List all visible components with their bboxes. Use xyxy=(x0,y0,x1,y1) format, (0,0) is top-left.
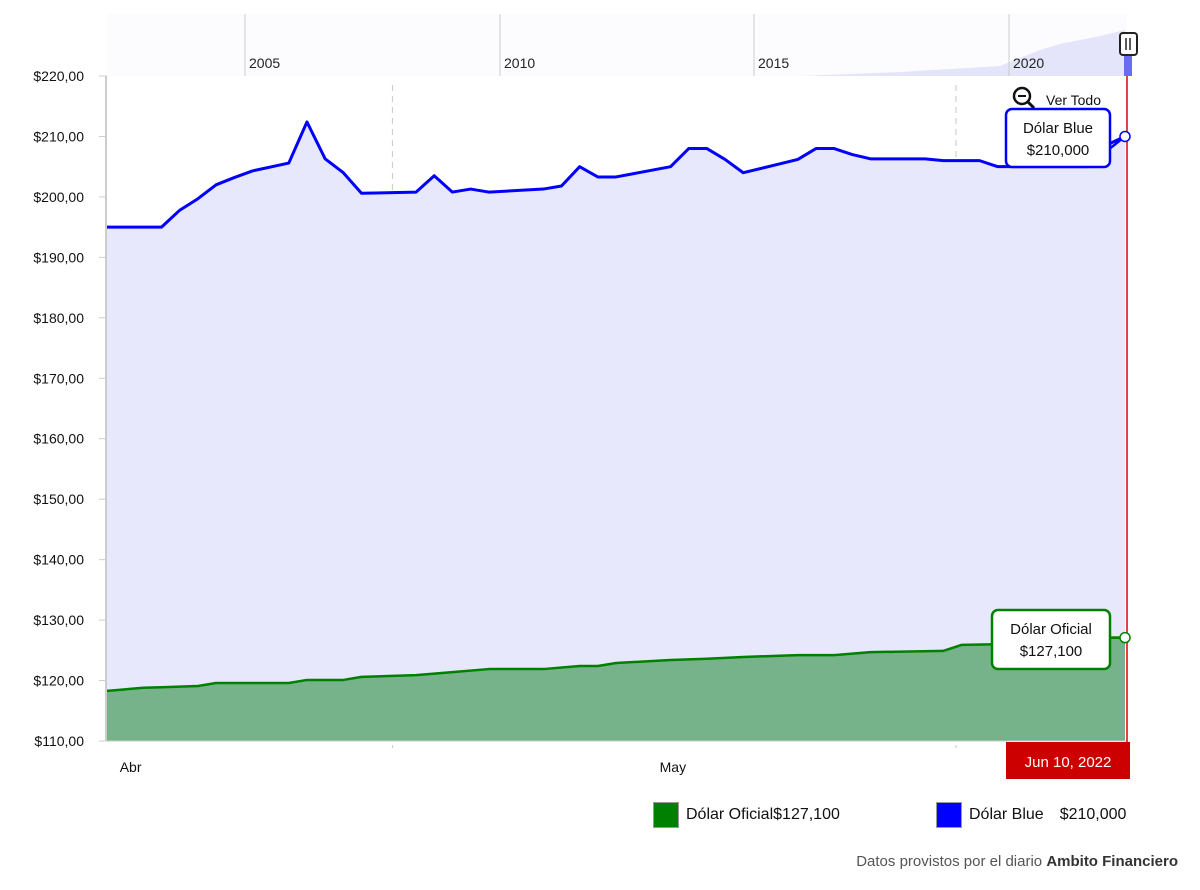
ver-todo-button[interactable]: Ver Todo xyxy=(1046,92,1101,108)
legend-swatch-oficial xyxy=(653,802,679,828)
x-tick-label: May xyxy=(660,759,686,775)
overlay: Jun 10, 2022 Ver Todo Dólar Blue $210,000 Dó… xyxy=(990,76,1131,779)
crosshair-date-box xyxy=(1006,742,1130,779)
zoom-out-icon-handle xyxy=(1026,100,1036,110)
tooltip-value: $127,100 xyxy=(1020,643,1083,660)
y-tick-label: $180,00 xyxy=(33,310,84,326)
y-tick-label: $120,00 xyxy=(33,673,84,689)
legend-item-blue[interactable]: Dólar Blue $210,000 xyxy=(936,802,1126,828)
series-line-d-lar-oficial xyxy=(106,636,1125,693)
navigator-handle[interactable] xyxy=(1119,32,1138,56)
navigator[interactable]: 2005 2010 2015 2020 xyxy=(107,14,1138,76)
tooltip-box xyxy=(990,608,1112,671)
tooltip-series-name: Dólar Blue xyxy=(1023,120,1093,137)
navigator-year-label: 2015 xyxy=(758,55,789,71)
tooltip-value: $210,000 xyxy=(1027,142,1090,159)
navigator-year-label: 2010 xyxy=(504,55,535,71)
y-tick-label: $200,00 xyxy=(33,189,84,205)
tooltip-series-name: Dólar Oficial xyxy=(1010,621,1092,638)
plot-area xyxy=(106,85,1126,748)
credit-source: Ambito Financiero xyxy=(1046,853,1178,870)
series-area-d-lar-oficial xyxy=(107,637,1125,741)
series-area-d-lar-blue xyxy=(107,121,1125,742)
y-axis: $220,00 $210,00 $200,00 $190,00 $180,00 $170,… xyxy=(33,68,107,749)
navigator-background[interactable] xyxy=(107,14,1127,76)
legend-value: $210,000 xyxy=(1059,806,1127,823)
y-tick-label: $150,00 xyxy=(33,491,84,507)
crosshair-date-label: Jun 10, 2022 xyxy=(1025,754,1112,771)
y-tick-label: $190,00 xyxy=(33,249,84,265)
credit-text: Datos provistos por el diario xyxy=(856,853,1047,870)
y-tick-label: $220,00 xyxy=(33,68,84,84)
y-tick-label: $130,00 xyxy=(33,612,84,628)
x-tick-label: Abr xyxy=(120,759,142,775)
data-source-credit: Datos provistos por el diario Ambito Fin… xyxy=(856,853,1178,870)
legend-label: Dólar Oficial xyxy=(686,806,774,823)
legend-label: Dólar Blue xyxy=(969,806,1044,823)
legend-swatch-blue xyxy=(936,802,962,828)
navigator-year-label: 2005 xyxy=(249,55,280,71)
y-tick-label: $160,00 xyxy=(33,431,84,447)
y-tick-label: $140,00 xyxy=(33,552,84,568)
tooltip-box xyxy=(1004,107,1112,169)
navigator-series-area xyxy=(800,30,1125,76)
legend-value: $127,100 xyxy=(773,806,840,823)
navigator-year-label: 2020 xyxy=(1013,55,1044,71)
y-tick-label: $210,00 xyxy=(33,128,84,144)
hover-marker xyxy=(1119,130,1131,143)
series-line-d-lar-blue xyxy=(107,120,1126,229)
y-tick-label: $170,00 xyxy=(33,370,84,386)
hover-marker xyxy=(1119,631,1131,644)
x-axis: Abr May xyxy=(107,740,1127,775)
y-tick-label: $110,00 xyxy=(34,733,84,749)
legend-item-oficial[interactable]: Dólar Oficial $127,100 xyxy=(653,802,840,828)
